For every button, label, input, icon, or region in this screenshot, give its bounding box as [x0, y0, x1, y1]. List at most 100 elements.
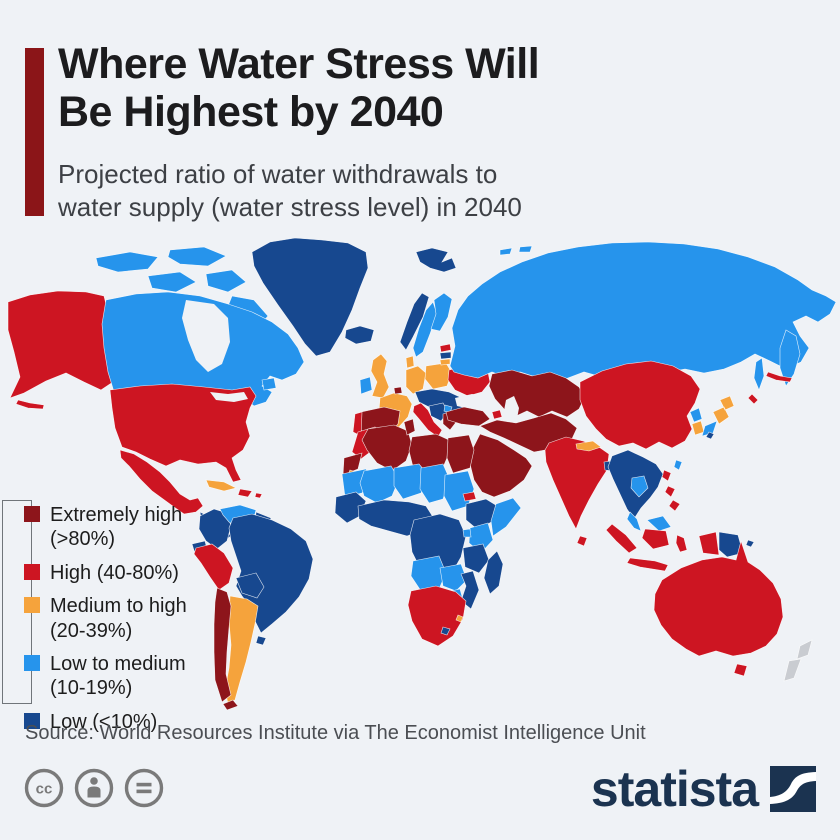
region-chad [419, 463, 451, 504]
region-bolivia [235, 572, 265, 599]
region-greenland [251, 237, 369, 357]
region-russia [449, 241, 837, 383]
region-canadian-arctic-islands [95, 246, 269, 331]
region-peru [193, 543, 234, 591]
region-newfoundland [261, 377, 277, 391]
region-north-korea [689, 407, 703, 423]
legend-label-line1: Extremely high [50, 504, 183, 526]
region-sakhalin [753, 357, 765, 391]
legend-item-low-to-medium: Low to medium (10-19%) [24, 652, 187, 701]
legend-label: High (40-80%) [50, 561, 179, 584]
region-china-mongolia [579, 360, 701, 450]
region-swaziland [455, 614, 464, 623]
page-title: Where Water Stress Will Be Highest by 20… [58, 40, 540, 137]
region-tasmania [733, 663, 748, 677]
region-japan-spot [705, 431, 715, 440]
region-java [626, 557, 669, 572]
source-line: Source: World Resources Institute via Th… [25, 722, 646, 744]
region-denmark [405, 355, 415, 369]
attribution-person-icon[interactable] [74, 768, 114, 808]
subtitle-line-2: water supply (water stress level) in 204… [58, 191, 522, 222]
region-papua-new-guinea [718, 531, 755, 558]
region-madagascar [483, 550, 504, 595]
region-tunisia [403, 418, 416, 436]
region-australia [653, 539, 784, 657]
legend-swatch-high [24, 563, 40, 580]
legend-label-line2: (>80%) [50, 528, 116, 551]
region-tanzania [462, 543, 490, 574]
region-latvia [439, 351, 452, 360]
region-finland [430, 292, 453, 332]
region-taiwan [673, 459, 683, 471]
great-lakes [210, 392, 248, 402]
region-south-korea [691, 420, 705, 436]
region-hispaniola [237, 488, 263, 499]
region-lithuania [439, 358, 451, 366]
statista-logo-icon [770, 766, 816, 812]
region-belgium [393, 386, 403, 395]
region-mozambique [460, 570, 480, 610]
region-franz-josef-land [499, 245, 533, 256]
legend-swatch-low [24, 712, 40, 729]
legend-label: Low (<10%) [50, 710, 158, 733]
region-uruguay [255, 635, 267, 646]
region-mexico [119, 449, 204, 515]
region-turkey [445, 406, 491, 427]
legend-label-line2: (10-19%) [50, 677, 133, 700]
region-aleutian-islands [15, 399, 45, 410]
region-ireland [359, 376, 373, 395]
region-japan-north [712, 395, 735, 425]
region-germany [405, 365, 427, 395]
region-usa [109, 383, 257, 483]
region-malay-peninsula [626, 511, 642, 532]
region-india [544, 436, 610, 530]
hudson-bay [182, 300, 230, 372]
legend-label-line1: Low to medium [50, 652, 186, 675]
statista-brand[interactable]: statista [591, 764, 816, 814]
cc-icon[interactable]: cc [24, 768, 64, 808]
legend-item-extremely-high: Extremely high (>80%) [24, 503, 187, 552]
region-colombia [198, 508, 232, 550]
region-borneo-indonesia [641, 528, 670, 550]
region-uganda [462, 528, 472, 538]
legend-swatch-low-to-medium [24, 654, 40, 671]
legend-swatch-extremely-high [24, 506, 40, 522]
subtitle-line-1: Projected ratio of water withdrawals to [58, 159, 498, 189]
region-sumatra [605, 523, 638, 554]
region-nepal [575, 440, 602, 452]
region-argentina [224, 595, 259, 705]
accent-bar [25, 48, 44, 216]
region-svalbard [415, 247, 457, 273]
region-thailand-cambodia [630, 475, 649, 498]
title-line-1: Where Water Stress Will [58, 40, 540, 88]
region-caucasus [491, 409, 503, 420]
no-derivatives-equals-icon[interactable] [124, 768, 164, 808]
region-algeria [361, 424, 413, 472]
region-mali [359, 465, 400, 504]
region-western-sahara [342, 452, 363, 476]
legend: Extremely high (>80%) High (40-80%) Mediu… [24, 503, 187, 743]
title-line-2: Be Highest by 2040 [58, 88, 444, 137]
legend-swatch-medium-to-high [24, 597, 40, 614]
statista-wordmark: statista [590, 761, 759, 817]
region-alaska [7, 290, 114, 399]
region-cuba [205, 479, 237, 492]
region-norway [399, 292, 430, 351]
legend-item-high: High (40-80%) [24, 561, 187, 585]
region-uk [370, 353, 390, 399]
page-subtitle: Projected ratio of water withdrawals to … [58, 158, 522, 223]
legend-label-line2: (20-39%) [50, 619, 133, 642]
region-west-papua [698, 531, 720, 556]
legend-label-line1: Medium to high [50, 595, 187, 618]
region-borneo-malaysia [646, 515, 672, 532]
region-sulawesi [675, 534, 688, 553]
region-iceland [344, 325, 375, 345]
region-southern-africa [407, 585, 467, 647]
cc-glyph: cc [36, 781, 53, 798]
license-icons: cc [24, 768, 164, 808]
region-zambia [439, 563, 468, 592]
region-somalia [490, 497, 522, 537]
region-lesotho [440, 626, 451, 636]
region-eritrea [462, 491, 477, 502]
